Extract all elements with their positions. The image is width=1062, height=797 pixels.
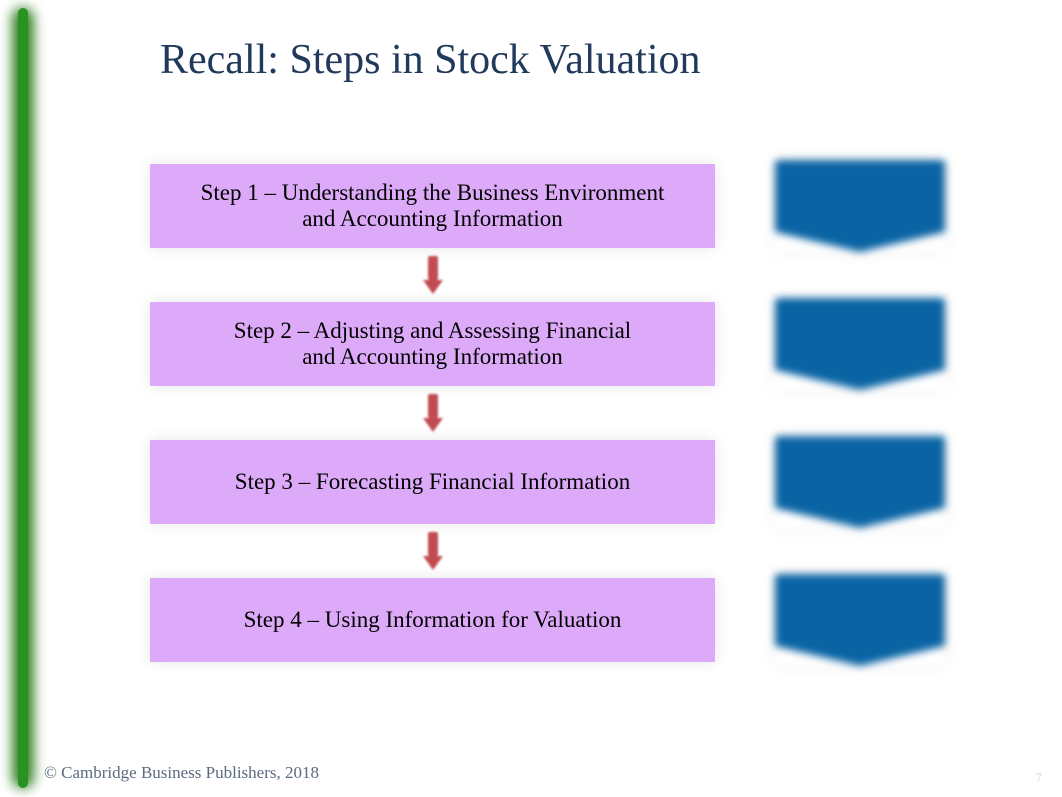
left-edge-bar [18, 8, 28, 788]
chevron-text-1 [775, 178, 945, 196]
step-2-line2: and Accounting Information [302, 344, 563, 370]
chevron-point-3 [775, 508, 945, 528]
chevron-text-2 [775, 316, 945, 334]
down-arrow-icon [425, 394, 441, 432]
arrow-2 [150, 390, 715, 436]
row-step-1: Step 1 – Understanding the Business Envi… [150, 160, 990, 252]
slide: Recall: Steps in Stock Valuation Step 1 … [0, 0, 1062, 797]
chevron-point-2 [775, 370, 945, 390]
page-title: Recall: Steps in Stock Valuation [160, 36, 701, 84]
arrow-3 [150, 528, 715, 574]
step-1-line2: and Accounting Information [302, 206, 563, 232]
step-3-line1: Step 3 – Forecasting Financial Informati… [235, 469, 630, 495]
step-box-2: Step 2 – Adjusting and Assessing Financi… [150, 302, 715, 386]
page-number: 7 [1036, 770, 1042, 785]
chevron-badge-1 [775, 160, 945, 252]
chevron-badge-4 [775, 574, 945, 666]
step-box-3: Step 3 – Forecasting Financial Informati… [150, 440, 715, 524]
footer-copyright: © Cambridge Business Publishers, 2018 [44, 763, 319, 783]
chevron-badge-2 [775, 298, 945, 390]
step-box-1: Step 1 – Understanding the Business Envi… [150, 164, 715, 248]
chevron-text-4 [775, 592, 945, 610]
row-step-3: Step 3 – Forecasting Financial Informati… [150, 436, 990, 528]
row-step-4: Step 4 – Using Information for Valuation [150, 574, 990, 666]
chevron-point-4 [775, 646, 945, 666]
chevron-text-3 [775, 454, 945, 472]
chevron-point-1 [775, 232, 945, 252]
step-4-line1: Step 4 – Using Information for Valuation [244, 607, 622, 633]
content-area: Step 1 – Understanding the Business Envi… [150, 160, 990, 666]
step-box-4: Step 4 – Using Information for Valuation [150, 578, 715, 662]
step-1-line1: Step 1 – Understanding the Business Envi… [201, 180, 665, 206]
row-step-2: Step 2 – Adjusting and Assessing Financi… [150, 298, 990, 390]
chevron-badge-3 [775, 436, 945, 528]
arrow-1 [150, 252, 715, 298]
down-arrow-icon [425, 256, 441, 294]
down-arrow-icon [425, 532, 441, 570]
step-2-line1: Step 2 – Adjusting and Assessing Financi… [234, 318, 631, 344]
